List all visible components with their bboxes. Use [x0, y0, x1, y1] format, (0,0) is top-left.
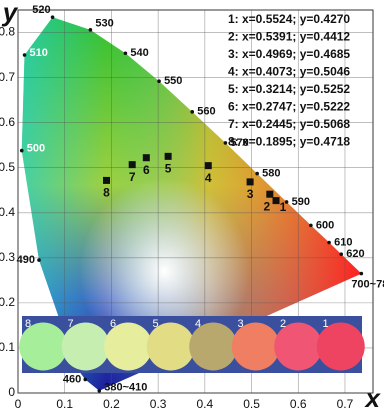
y-tick-label: 0.7 [0, 70, 15, 84]
locus-point [22, 53, 27, 57]
data-point [266, 190, 274, 198]
y-tick-label: 0.6 [0, 115, 15, 129]
inset-label: 8 [25, 318, 31, 330]
y-tick-label: 0.4 [0, 205, 15, 219]
point-label: 4 [205, 171, 212, 185]
sample-disc [316, 322, 365, 371]
sample-disc [231, 322, 280, 371]
sample-disc [104, 322, 153, 371]
wavelength-label: 540 [130, 47, 148, 59]
sample-disc [189, 322, 238, 371]
inset-label: 4 [195, 318, 201, 330]
y-tick-label: 0 [8, 385, 15, 399]
wavelength-label: 610 [334, 236, 352, 248]
sample-disc [146, 322, 195, 371]
x-tick-label: 0.6 [290, 397, 307, 411]
locus-point [359, 271, 364, 276]
y-tick-label: 0.8 [0, 25, 15, 39]
inset-label: 3 [238, 318, 244, 330]
inset-label: 5 [153, 318, 159, 330]
y-tick-label: 0.1 [0, 340, 15, 354]
wavelength-label: 620 [346, 248, 364, 260]
wavelength-label: 560 [197, 106, 215, 118]
wavelength-label: 590 [292, 196, 310, 208]
x-tick-label: 0.4 [196, 397, 213, 411]
wavelength-label: 380~410 [104, 382, 147, 394]
data-point [142, 154, 150, 162]
legend-entry: 7: x=0.2445; y=0.5068 [228, 117, 350, 131]
inset-label: 2 [280, 318, 286, 330]
locus-point [19, 148, 24, 153]
point-label: 2 [263, 199, 270, 213]
x-tick-label: 0.2 [103, 397, 120, 411]
inset-label: 7 [68, 318, 74, 330]
point-label: 6 [143, 163, 150, 177]
locus-point [157, 79, 161, 83]
wavelength-label: 500 [27, 142, 45, 154]
wavelength-label: 700~780 [351, 279, 384, 291]
locus-point [37, 258, 41, 262]
gamut-fill [21, 17, 362, 391]
data-point [128, 161, 136, 169]
data-point [272, 197, 280, 205]
data-point [164, 152, 172, 160]
locus-point [123, 51, 128, 56]
wavelength-label: 490 [17, 254, 35, 266]
legend-entry: 3: x=0.4969; y=0.4685 [228, 47, 350, 61]
inset-label: 1 [323, 318, 329, 330]
wavelength-label: 520 [32, 4, 50, 16]
y-tick-label: 0.3 [0, 250, 15, 264]
legend-entry: 1: x=0.5524; y=0.4270 [228, 12, 350, 26]
sample-disc [274, 322, 323, 371]
data-point [246, 178, 254, 186]
inset-label: 6 [110, 318, 116, 330]
y-tick-label: 0.2 [0, 295, 15, 309]
locus-point [50, 15, 55, 20]
x-tick-label: 0.5 [243, 397, 260, 411]
x-tick-label: 0.7 [337, 397, 354, 411]
y-axis-label: y [1, 0, 19, 27]
x-tick-label: 0.3 [150, 397, 167, 411]
wavelength-label: 510 [30, 47, 48, 59]
legend-entry: 5: x=0.3214; y=0.5252 [228, 82, 350, 96]
point-label: 7 [129, 170, 136, 184]
sample-disc [19, 322, 68, 371]
wavelength-label: 530 [95, 18, 113, 30]
wavelength-label: 460 [63, 373, 81, 385]
locus-point [223, 141, 228, 145]
wavelength-label: 550 [164, 75, 182, 87]
point-label: 1 [280, 200, 287, 214]
point-label: 5 [165, 162, 172, 176]
locus-point [88, 28, 93, 32]
wavelength-label: 580 [262, 167, 280, 179]
point-label: 8 [103, 186, 110, 200]
x-tick-label: 0.1 [56, 397, 73, 411]
legend-entry: 8: x=0.1895; y=0.4718 [228, 135, 350, 149]
point-label: 3 [247, 187, 254, 201]
wavelength-label: 600 [316, 219, 334, 231]
locus-point [284, 200, 289, 204]
data-point [204, 162, 212, 170]
locus-point [309, 223, 313, 228]
locus-point [83, 377, 88, 382]
legend-entry: 6: x=0.2747; y=0.5222 [228, 100, 350, 114]
locus-point [339, 252, 344, 257]
data-point [103, 176, 111, 184]
locus-point [190, 110, 195, 114]
sample-disc [61, 322, 110, 371]
locus-point [97, 388, 102, 393]
locus-point [327, 240, 331, 245]
x-tick-label: 0 [15, 397, 22, 411]
legend-entry: 2: x=0.5391; y=0.4412 [228, 30, 350, 44]
wavelength-label: 570 [230, 137, 248, 149]
locus-point [255, 171, 259, 176]
legend-entry: 4: x=0.4073; y=0.5046 [228, 65, 350, 79]
y-tick-label: 0.5 [0, 160, 15, 174]
